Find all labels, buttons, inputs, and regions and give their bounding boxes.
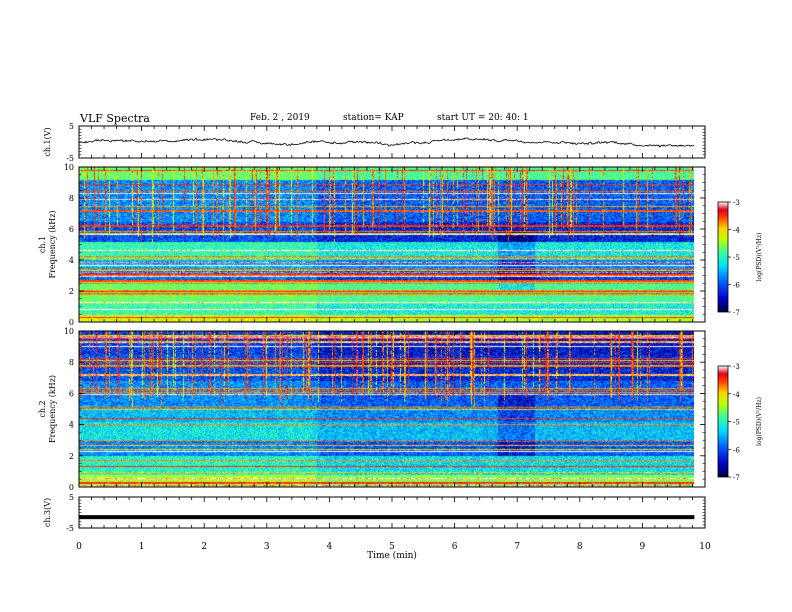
colorbar-tick-label: -5 xyxy=(733,254,740,262)
chart-title: VLF Spectra xyxy=(80,112,150,125)
x-axis-label: Time (min) xyxy=(367,550,417,561)
colorbar-tick-label: -6 xyxy=(733,446,740,454)
ch1-waveform xyxy=(78,137,695,148)
spectrogram-ch1 xyxy=(79,167,694,322)
x-tick-label: 9 xyxy=(640,542,646,552)
x-tick-label: 5 xyxy=(389,542,395,552)
colorbar-label: log(PSD)(V²/Hz) xyxy=(756,233,763,282)
x-tick-label: 3 xyxy=(264,542,270,552)
colorbar-tick-label: -4 xyxy=(733,391,740,399)
y-axis-label: ch.3(V) xyxy=(43,498,52,527)
y-axis-label: Frequency (kHz) xyxy=(48,210,57,278)
x-tick-label: 1 xyxy=(139,542,145,552)
y-tick-label: 0 xyxy=(69,318,74,327)
colorbar-tick-label: -7 xyxy=(733,474,740,482)
y-tick-label: 5 xyxy=(69,122,74,131)
colorbar-tick-label: -5 xyxy=(733,419,740,427)
y-tick-label: 5 xyxy=(69,493,74,502)
y-tick-label: 8 xyxy=(69,358,74,367)
y-tick-label: 0 xyxy=(69,483,74,492)
y-tick-label: 2 xyxy=(69,287,74,296)
colorbar-tick-label: -7 xyxy=(733,309,740,317)
x-tick-label: 7 xyxy=(514,542,520,552)
x-tick-label: 8 xyxy=(577,542,583,552)
start-time-label: start UT = 20: 40: 1 xyxy=(437,113,529,123)
colorbar-1 xyxy=(717,201,729,313)
x-tick-label: 4 xyxy=(327,542,333,552)
y-axis-label: Frequency (kHz) xyxy=(48,375,57,443)
y-axis-label: ch.1(V) xyxy=(43,127,52,156)
colorbar-tick-label: -4 xyxy=(733,227,740,235)
y-tick-label: 2 xyxy=(69,452,74,461)
x-tick-label: 2 xyxy=(201,542,207,552)
y-tick-label: 10 xyxy=(64,163,74,172)
ch3-trace xyxy=(79,515,695,520)
y-tick-label: 6 xyxy=(69,225,74,234)
y-tick-label: -5 xyxy=(66,524,74,533)
x-tick-label: 6 xyxy=(452,542,458,552)
colorbar-label: log(PSD)(V²/Hz) xyxy=(756,397,763,446)
y-tick-label: 4 xyxy=(69,421,74,430)
y-tick-label: -5 xyxy=(66,154,74,163)
y-tick-label: 6 xyxy=(69,389,74,398)
x-tick-label: 10 xyxy=(699,542,711,552)
colorbar-2 xyxy=(717,365,729,478)
date-label: Feb. 2 , 2019 xyxy=(250,113,310,123)
x-tick-label: 0 xyxy=(76,542,82,552)
y-tick-label: 10 xyxy=(64,327,74,336)
y-axis-label: ch.2 xyxy=(38,400,47,417)
y-tick-label: 8 xyxy=(69,194,74,203)
colorbar-tick-label: -6 xyxy=(733,282,740,290)
y-axis-label: ch.1 xyxy=(38,236,47,253)
colorbar-tick-label: -3 xyxy=(733,363,740,371)
colorbar-tick-label: -3 xyxy=(733,199,740,207)
station-label: station= KAP xyxy=(343,113,404,123)
spectrogram-ch2 xyxy=(79,331,694,487)
y-tick-label: 4 xyxy=(69,256,74,265)
